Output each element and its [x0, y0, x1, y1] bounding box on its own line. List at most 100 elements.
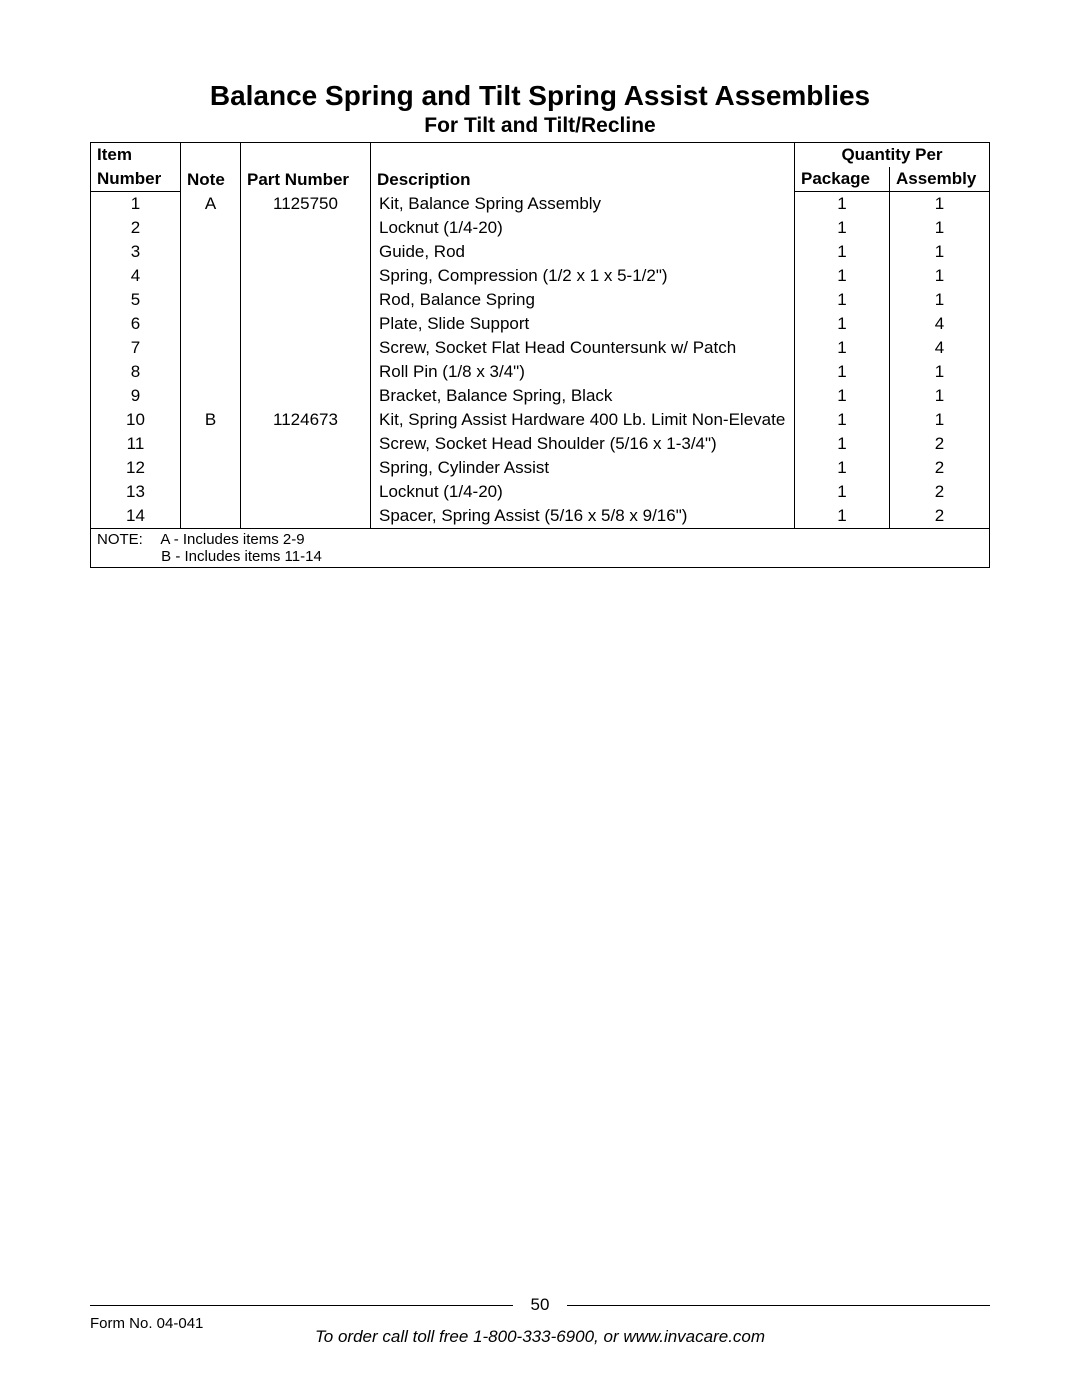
cell-part	[241, 312, 371, 336]
cell-desc: Bracket, Balance Spring, Black	[371, 384, 795, 408]
page-number: 50	[513, 1295, 568, 1315]
cell-note	[181, 504, 241, 529]
cell-asm: 2	[890, 504, 990, 529]
cell-desc: Spacer, Spring Assist (5/16 x 5/8 x 9/16…	[371, 504, 795, 529]
hr-right	[567, 1305, 990, 1306]
cell-asm: 2	[890, 456, 990, 480]
table-row: 1A1125750Kit, Balance Spring Assembly11	[91, 192, 990, 217]
table-row: 5Rod, Balance Spring11	[91, 288, 990, 312]
table-note-cell: NOTE: A - Includes items 2-9 B - Include…	[91, 529, 990, 568]
cell-desc: Kit, Spring Assist Hardware 400 Lb. Limi…	[371, 408, 795, 432]
header-item-line1: Item	[91, 143, 181, 168]
cell-asm: 1	[890, 192, 990, 217]
cell-desc: Kit, Balance Spring Assembly	[371, 192, 795, 217]
cell-item: 13	[91, 480, 181, 504]
cell-pkg: 1	[795, 312, 890, 336]
form-number: Form No. 04-041	[90, 1315, 203, 1332]
cell-desc: Screw, Socket Flat Head Countersunk w/ P…	[371, 336, 795, 360]
header-assembly: Assembly	[890, 167, 990, 192]
cell-pkg: 1	[795, 360, 890, 384]
cell-item: 14	[91, 504, 181, 529]
cell-item: 3	[91, 240, 181, 264]
table-row: 7 Screw, Socket Flat Head Countersunk w/ …	[91, 336, 990, 360]
cell-note	[181, 456, 241, 480]
table-row: 2Locknut (1/4-20)11	[91, 216, 990, 240]
cell-asm: 4	[890, 312, 990, 336]
cell-desc: Screw, Socket Head Shoulder (5/16 x 1-3/…	[371, 432, 795, 456]
cell-note: A	[181, 192, 241, 217]
order-info: To order call toll free 1-800-333-6900, …	[90, 1327, 990, 1347]
parts-table: Item Note Part Number Description Quanti…	[90, 142, 990, 568]
cell-pkg: 1	[795, 456, 890, 480]
cell-part	[241, 360, 371, 384]
cell-pkg: 1	[795, 408, 890, 432]
cell-item: 6	[91, 312, 181, 336]
cell-asm: 1	[890, 264, 990, 288]
cell-item: 10	[91, 408, 181, 432]
table-row: 9Bracket, Balance Spring, Black11	[91, 384, 990, 408]
cell-desc: Rod, Balance Spring	[371, 288, 795, 312]
cell-desc: Spring, Cylinder Assist	[371, 456, 795, 480]
cell-note	[181, 336, 241, 360]
cell-item: 11	[91, 432, 181, 456]
cell-part	[241, 264, 371, 288]
cell-note	[181, 360, 241, 384]
cell-pkg: 1	[795, 288, 890, 312]
cell-part	[241, 456, 371, 480]
table-row: 12Spring, Cylinder Assist12	[91, 456, 990, 480]
cell-pkg: 1	[795, 504, 890, 529]
cell-pkg: 1	[795, 216, 890, 240]
note-line-0: A - Includes items 2-9	[160, 531, 304, 548]
cell-part	[241, 504, 371, 529]
cell-desc: Spring, Compression (1/2 x 1 x 5-1/2")	[371, 264, 795, 288]
cell-note	[181, 312, 241, 336]
page-subtitle: For Tilt and Tilt/Recline	[90, 114, 990, 138]
cell-pkg: 1	[795, 192, 890, 217]
cell-part: 1125750	[241, 192, 371, 217]
cell-desc: Roll Pin (1/8 x 3/4")	[371, 360, 795, 384]
cell-note	[181, 384, 241, 408]
cell-pkg: 1	[795, 384, 890, 408]
cell-note	[181, 432, 241, 456]
table-row: 13Locknut (1/4-20)12	[91, 480, 990, 504]
cell-item: 2	[91, 216, 181, 240]
note-line-1: B - Includes items 11-14	[161, 548, 322, 565]
cell-asm: 1	[890, 408, 990, 432]
cell-desc: Locknut (1/4-20)	[371, 216, 795, 240]
header-description: Description	[371, 143, 795, 192]
cell-item: 9	[91, 384, 181, 408]
cell-note	[181, 264, 241, 288]
header-part-number: Part Number	[241, 143, 371, 192]
cell-asm: 1	[890, 240, 990, 264]
cell-item: 8	[91, 360, 181, 384]
cell-asm: 4	[890, 336, 990, 360]
table-row: 14 Spacer, Spring Assist (5/16 x 5/8 x 9/…	[91, 504, 990, 529]
cell-part	[241, 432, 371, 456]
cell-item: 7	[91, 336, 181, 360]
cell-pkg: 1	[795, 480, 890, 504]
cell-asm: 1	[890, 216, 990, 240]
table-row: 11 Screw, Socket Head Shoulder (5/16 x 1-…	[91, 432, 990, 456]
cell-note	[181, 216, 241, 240]
page-title: Balance Spring and Tilt Spring Assist As…	[90, 80, 990, 112]
cell-note: B	[181, 408, 241, 432]
cell-part	[241, 216, 371, 240]
cell-part	[241, 288, 371, 312]
cell-part	[241, 480, 371, 504]
cell-desc: Locknut (1/4-20)	[371, 480, 795, 504]
cell-desc: Plate, Slide Support	[371, 312, 795, 336]
note-label: NOTE:	[97, 531, 157, 548]
cell-asm: 1	[890, 360, 990, 384]
cell-asm: 1	[890, 288, 990, 312]
table-row: 6 Plate, Slide Support14	[91, 312, 990, 336]
page-number-line: 50	[90, 1295, 990, 1315]
header-package: Package	[795, 167, 890, 192]
header-item-line2: Number	[91, 167, 181, 192]
table-row: 8Roll Pin (1/8 x 3/4")11	[91, 360, 990, 384]
footer: 50 Form No. 04-041 To order call toll fr…	[90, 1295, 990, 1347]
cell-desc: Guide, Rod	[371, 240, 795, 264]
cell-part	[241, 336, 371, 360]
table-row: 4Spring, Compression (1/2 x 1 x 5-1/2")1…	[91, 264, 990, 288]
cell-part	[241, 384, 371, 408]
hr-left	[90, 1305, 513, 1306]
